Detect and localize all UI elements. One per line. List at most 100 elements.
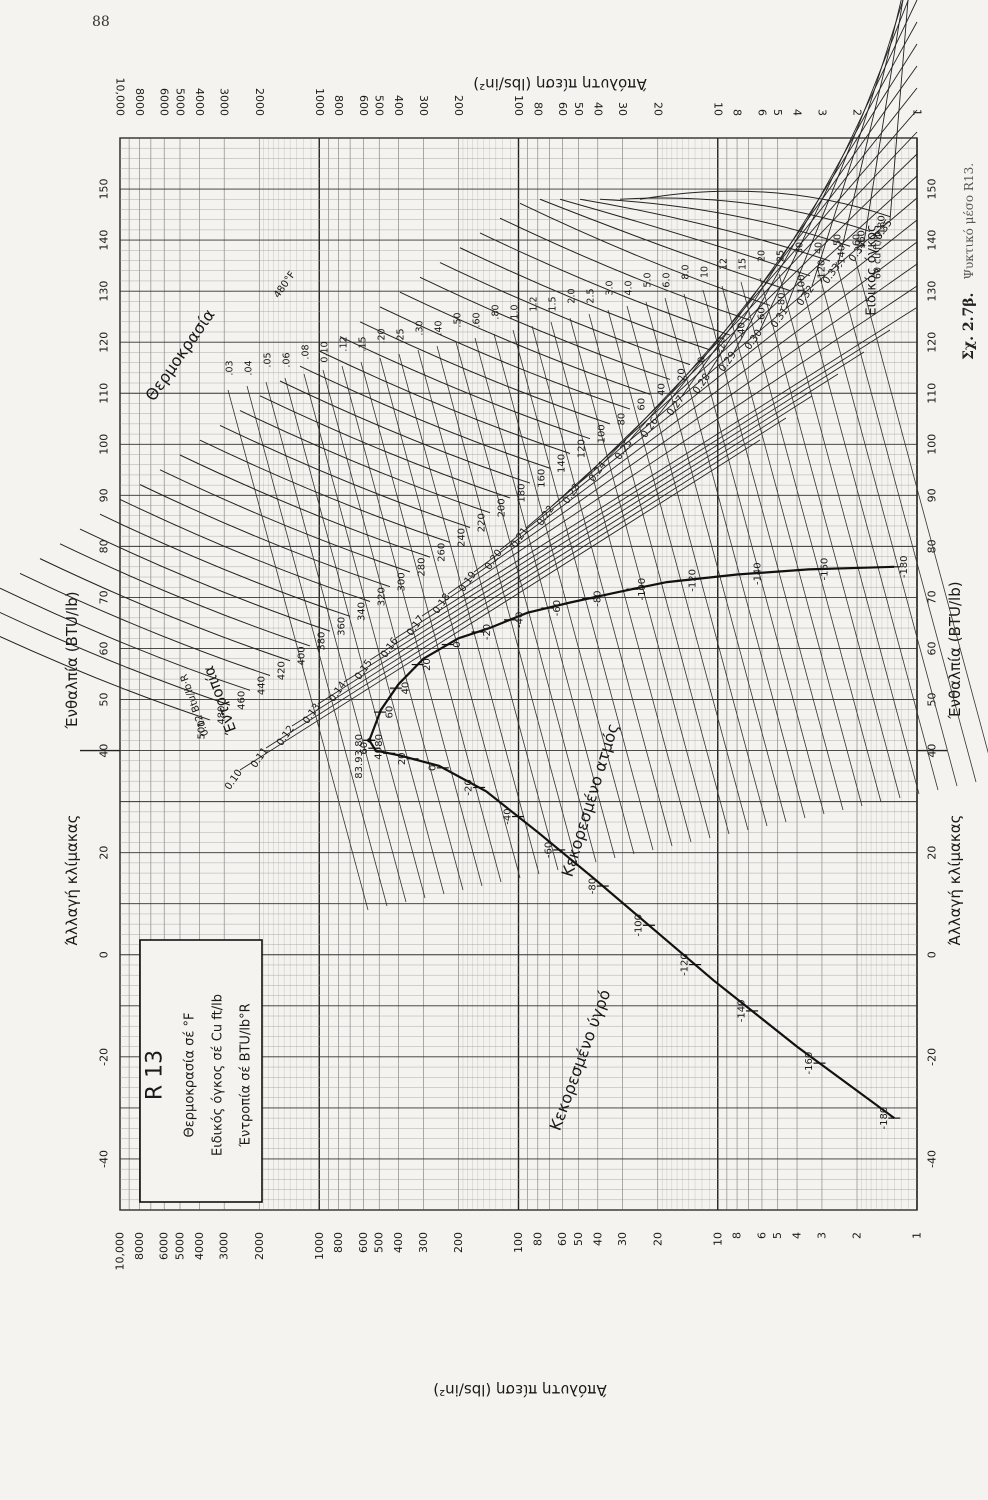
legend-line: Θερμοκρασία σέ °F: [183, 1013, 198, 1138]
specific-volume-label: 8.0: [681, 264, 692, 279]
isotherm-line: [179, 454, 431, 558]
isentrope-line: [317, 373, 839, 705]
property-lines: 0.100.110.120.130.140.150.160.170.180.19…: [0, 0, 988, 911]
scale-change-label-left: Άλλαγή κλίμακας: [63, 815, 81, 946]
isotherm-line: [219, 424, 471, 528]
enthalpy-tick-label-right: 80: [926, 539, 939, 553]
isotherm-label: 220: [477, 513, 488, 532]
pressure-tick-label-top: 30: [616, 102, 629, 116]
isentrope-label: 0.10: [223, 768, 245, 793]
enthalpy-tick-label-right: -40: [926, 1150, 939, 1168]
scale-change-label-right: Άλλαγή κλίμακας: [946, 815, 964, 946]
specific-volume-line: [702, 289, 844, 811]
specific-volume-label: 10: [700, 266, 711, 278]
isotherm-line: [199, 439, 451, 543]
enthalpy-tick-label-left: 60: [98, 641, 111, 655]
isotherm-label: 380: [317, 632, 328, 651]
isotherm-line: [19, 572, 271, 677]
specific-volume-line: [664, 297, 806, 819]
liquid-temp-label: 60: [359, 742, 370, 755]
isentrope-line: [421, 285, 918, 617]
isotherm-unit-label: 480°F: [272, 269, 298, 300]
legend-line: Ειδικός όγκος σέ Cu ft/lb: [211, 994, 226, 1156]
figure-number: Σχ. 2.7β.: [961, 292, 977, 360]
liquid-temp-label: 80: [354, 734, 365, 747]
isentrope-label: 0.11: [249, 746, 271, 771]
vapor-temp-label: -40: [514, 612, 525, 628]
liquid-temp-label: -180: [879, 1107, 890, 1130]
specific-volume-label: 20: [757, 250, 768, 262]
isotherm-line: [239, 410, 491, 514]
isotherm-line: [279, 380, 531, 484]
vapor-temp-label: 0: [452, 641, 463, 647]
pressure-tick-label-bottom: 8000: [133, 1232, 146, 1260]
vapor-temp-label: -80: [593, 590, 604, 606]
pressure-tick-label-top: 40: [591, 102, 604, 116]
specific-volume-line: [588, 313, 730, 835]
specific-volume-line: [626, 305, 768, 827]
pressure-tick-label-bottom: 8: [731, 1232, 744, 1239]
pressure-tick-label-bottom: 6000: [158, 1232, 171, 1260]
specific-volume-label: 15: [738, 258, 749, 270]
isotherm-label: 460: [237, 691, 248, 710]
isotherm-line: [539, 198, 791, 292]
specific-volume-line: [531, 325, 673, 847]
specific-volume-label: .60: [472, 312, 483, 327]
pressure-tick-label-top: 3: [815, 109, 828, 116]
specific-volume-line: [417, 349, 559, 871]
pressure-tick-label-bottom: 50: [572, 1232, 585, 1246]
specific-volume-label: .15: [358, 336, 369, 351]
enthalpy-axis-title-right: Ένθαλπία (BTU/lb): [946, 581, 964, 719]
isotherm-line: [0, 587, 251, 691]
specific-volume-label: .40: [434, 320, 445, 335]
isentrope-line: [343, 351, 865, 683]
isotherm-line: [499, 217, 751, 321]
pressure-tick-label-top: 20: [651, 102, 664, 116]
isentrope-line: [603, 131, 918, 463]
isotherm-line: [139, 484, 391, 588]
isotherm-line: [39, 558, 291, 662]
enthalpy-tick-label-left: -40: [98, 1150, 111, 1168]
page-number: 88: [92, 14, 110, 30]
isotherm-label: -180: [877, 215, 888, 238]
enthalpy-tick-label-left: -20: [98, 1048, 111, 1066]
pressure-tick-label-top: 2000: [253, 88, 266, 116]
enthalpy-tick-label-right: 70: [926, 590, 939, 604]
specific-volume-line: [322, 369, 464, 891]
isentrope-line: [551, 175, 918, 507]
isotherm-line: [439, 262, 691, 366]
specific-volume-line: [341, 365, 483, 887]
chart-grid: [119, 137, 918, 1211]
pressure-tick-label-bottom: 60: [556, 1232, 569, 1246]
pressure-tick-label-top: 100: [512, 95, 525, 116]
pressure-tick-label-bottom: 100: [512, 1232, 525, 1253]
isotherm-line: [579, 198, 831, 262]
isotherm-label: -60: [757, 307, 768, 323]
enthalpy-tick-label-left: 90: [98, 488, 111, 502]
enthalpy-tick-label-left: 110: [98, 383, 111, 404]
isentrope-line: [473, 241, 918, 573]
isotherm-line: [599, 198, 851, 247]
isotherm-label: 160: [537, 469, 548, 488]
specific-volume-label: .50: [453, 312, 464, 327]
isentrope-line: [889, 0, 909, 221]
pressure-tick-label-top: 500: [373, 95, 386, 116]
specific-volume-label: 50: [833, 234, 844, 246]
vapor-temp-label: 20: [422, 658, 433, 671]
enthalpy-tick-label-right: 50: [926, 693, 939, 707]
isentrope-line: [629, 109, 918, 441]
liquid-temp-label: -120: [680, 953, 691, 976]
specific-volume-line: [474, 337, 616, 859]
specific-volume-label: 25: [776, 250, 787, 262]
vapor-temp-label: 80: [374, 734, 385, 747]
isotherm-label: 260: [437, 543, 448, 562]
isotherm-line: [319, 350, 571, 454]
critical-point-label: 83.93: [354, 750, 365, 779]
liquid-temp-label: 0: [427, 765, 438, 771]
critical-point: [367, 738, 372, 743]
isotherm-line: [479, 232, 731, 336]
specific-volume-line: [284, 377, 426, 899]
specific-volume-line: [721, 285, 863, 807]
specific-volume-line: [436, 345, 578, 867]
